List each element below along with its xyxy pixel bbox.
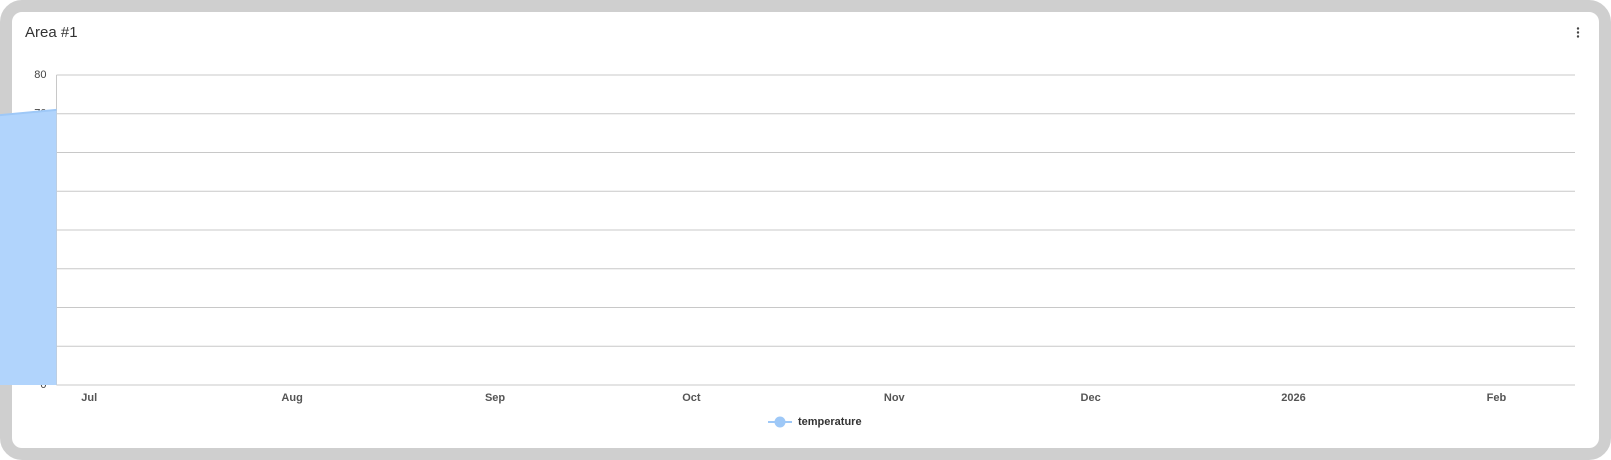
- x-tick-label: Oct: [682, 392, 701, 404]
- area: [0, 109, 57, 385]
- x-tick-label: Sep: [485, 392, 505, 404]
- menu-dot[interactable]: [1576, 27, 1580, 30]
- menu-dot[interactable]: [1576, 31, 1580, 34]
- x-tick-label: Dec: [1081, 392, 1101, 404]
- chart-title: Area #1: [25, 24, 78, 41]
- menu-dot[interactable]: [1576, 35, 1580, 38]
- y-tick-label: 80: [34, 69, 46, 81]
- x-tick-label: Nov: [884, 392, 906, 404]
- x-tick-label: Aug: [281, 392, 302, 404]
- x-tick-label: Jul: [81, 392, 97, 404]
- x-tick-label: 2026: [1281, 392, 1305, 404]
- menu-button[interactable]: [1576, 27, 1580, 38]
- legend-label: temperature: [798, 416, 862, 428]
- x-tick-label: Feb: [1487, 392, 1507, 404]
- legend-marker: [774, 416, 786, 428]
